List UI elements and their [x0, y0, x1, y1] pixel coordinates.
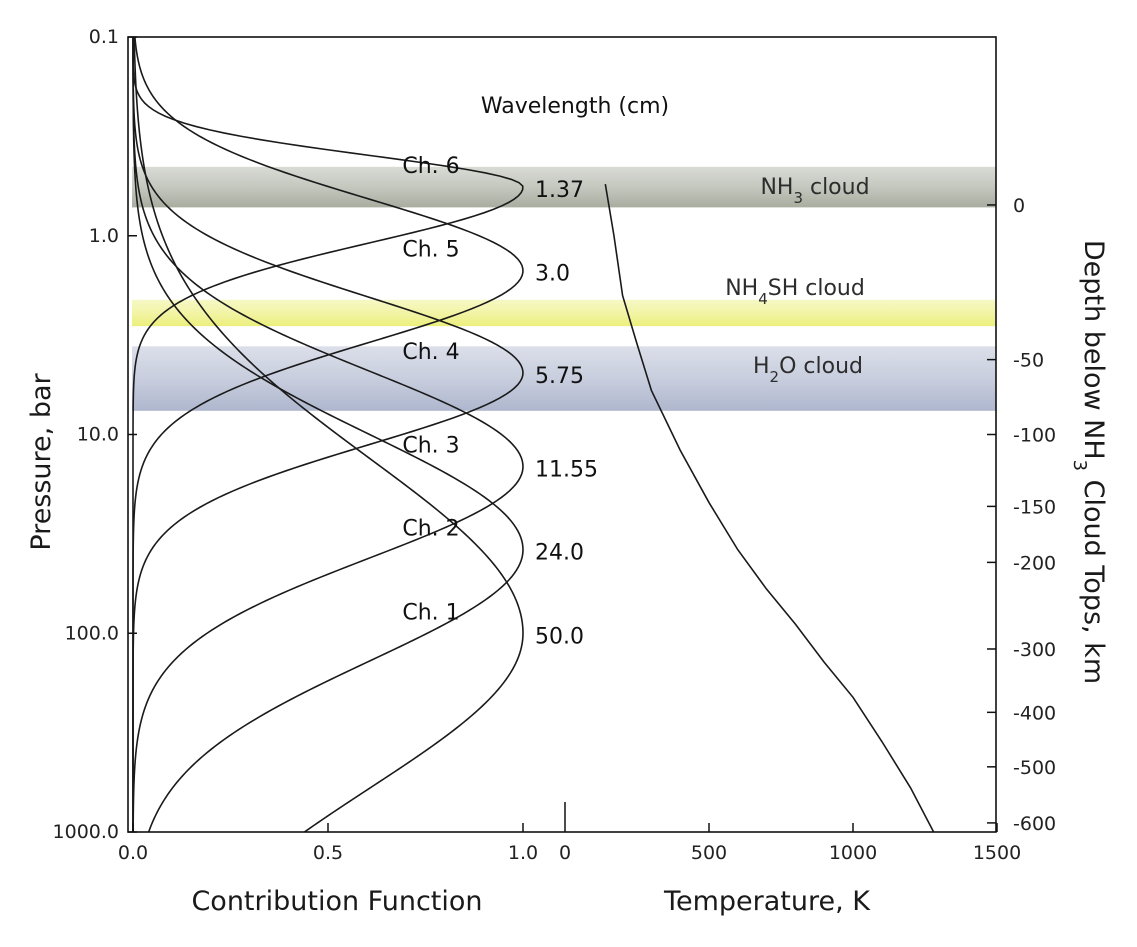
right-tick-label: -150: [1013, 496, 1056, 518]
left-tick-label: 100.0: [65, 622, 119, 644]
right-tick-label: -100: [1013, 425, 1056, 447]
right-tick-label: -50: [1013, 350, 1044, 372]
bottom-right-tick-label: 0: [559, 842, 571, 864]
contribution-curve: [132, 37, 524, 833]
cloud-label: NH4SH cloud: [725, 276, 865, 308]
bottom-left-tick-label: 0.0: [118, 842, 148, 864]
wavelength-label: 5.75: [535, 364, 584, 389]
channel-label: Ch. 6: [402, 154, 459, 179]
channel-label: Ch. 3: [402, 434, 459, 459]
contribution-curve: [132, 37, 524, 832]
right-tick-label: -200: [1013, 552, 1056, 574]
contribution-curves: [132, 36, 524, 833]
right-tick-label: -300: [1013, 639, 1056, 661]
temperature-axis-title: Temperature, K: [663, 886, 871, 917]
temperature-curve: [604, 184, 935, 833]
cloud-label: H2O cloud: [753, 354, 863, 386]
right-tick-label: -500: [1013, 757, 1056, 779]
wavelength-label: 3.0: [535, 262, 570, 287]
bottom-right-tick-label: 500: [691, 842, 727, 864]
bottom-left-tick-label: 0.5: [313, 842, 343, 864]
cloud-band: [132, 299, 996, 327]
right-tick-label: 0: [1013, 195, 1025, 217]
cloud-band: [132, 346, 996, 411]
cloud-label: NH3 cloud: [760, 175, 869, 207]
bottom-right-tick-label: 1500: [973, 842, 1021, 864]
contribution-curve: [132, 37, 524, 833]
contribution-curve: [133, 36, 524, 833]
contribution-curve: [132, 37, 524, 832]
right-tick-label: -600: [1013, 813, 1056, 835]
wavelength-label: 1.37: [535, 178, 584, 203]
cloud-bands: [132, 166, 996, 411]
right-tick-label: -400: [1013, 702, 1056, 724]
left-tick-label: 1000.0: [53, 821, 119, 843]
wavelength-label: 11.55: [535, 458, 598, 483]
left-tick-label: 1.0: [89, 225, 119, 247]
plot-frame: [127, 36, 997, 833]
channel-label: Ch. 2: [402, 517, 459, 542]
channel-label: Ch. 5: [402, 238, 459, 263]
bottom-right-tick-label: 1000: [829, 842, 877, 864]
channel-label: Ch. 1: [402, 600, 459, 625]
left-tick-label: 10.0: [77, 424, 119, 446]
axes: 0.1 1.0 10.0 100.0 1000.0 0 -50 -100 -150 -200 -30…: [53, 26, 1057, 864]
cloud-band: [132, 166, 996, 208]
y-axis-title: Pressure, bar: [26, 372, 57, 550]
contribution-axis-title: Contribution Function: [191, 886, 482, 917]
temperature-profile: [604, 184, 935, 833]
wavelength-label: 50.0: [535, 624, 584, 649]
wavelength-label: 24.0: [535, 541, 584, 566]
left-tick-label: 0.1: [89, 26, 119, 48]
bottom-left-tick-label: 1.0: [508, 842, 538, 864]
contribution-curve: [132, 36, 524, 832]
wavelength-header: Wavelength (cm): [481, 94, 669, 119]
chart-labels: NH3 cloud NH4SH cloud H2O cloud Ch. 6 1.37 Ch…: [402, 154, 1109, 684]
right-axis-title: Depth below NH3 Cloud Tops, km: [1070, 240, 1110, 684]
channel-label: Ch. 4: [402, 340, 459, 365]
